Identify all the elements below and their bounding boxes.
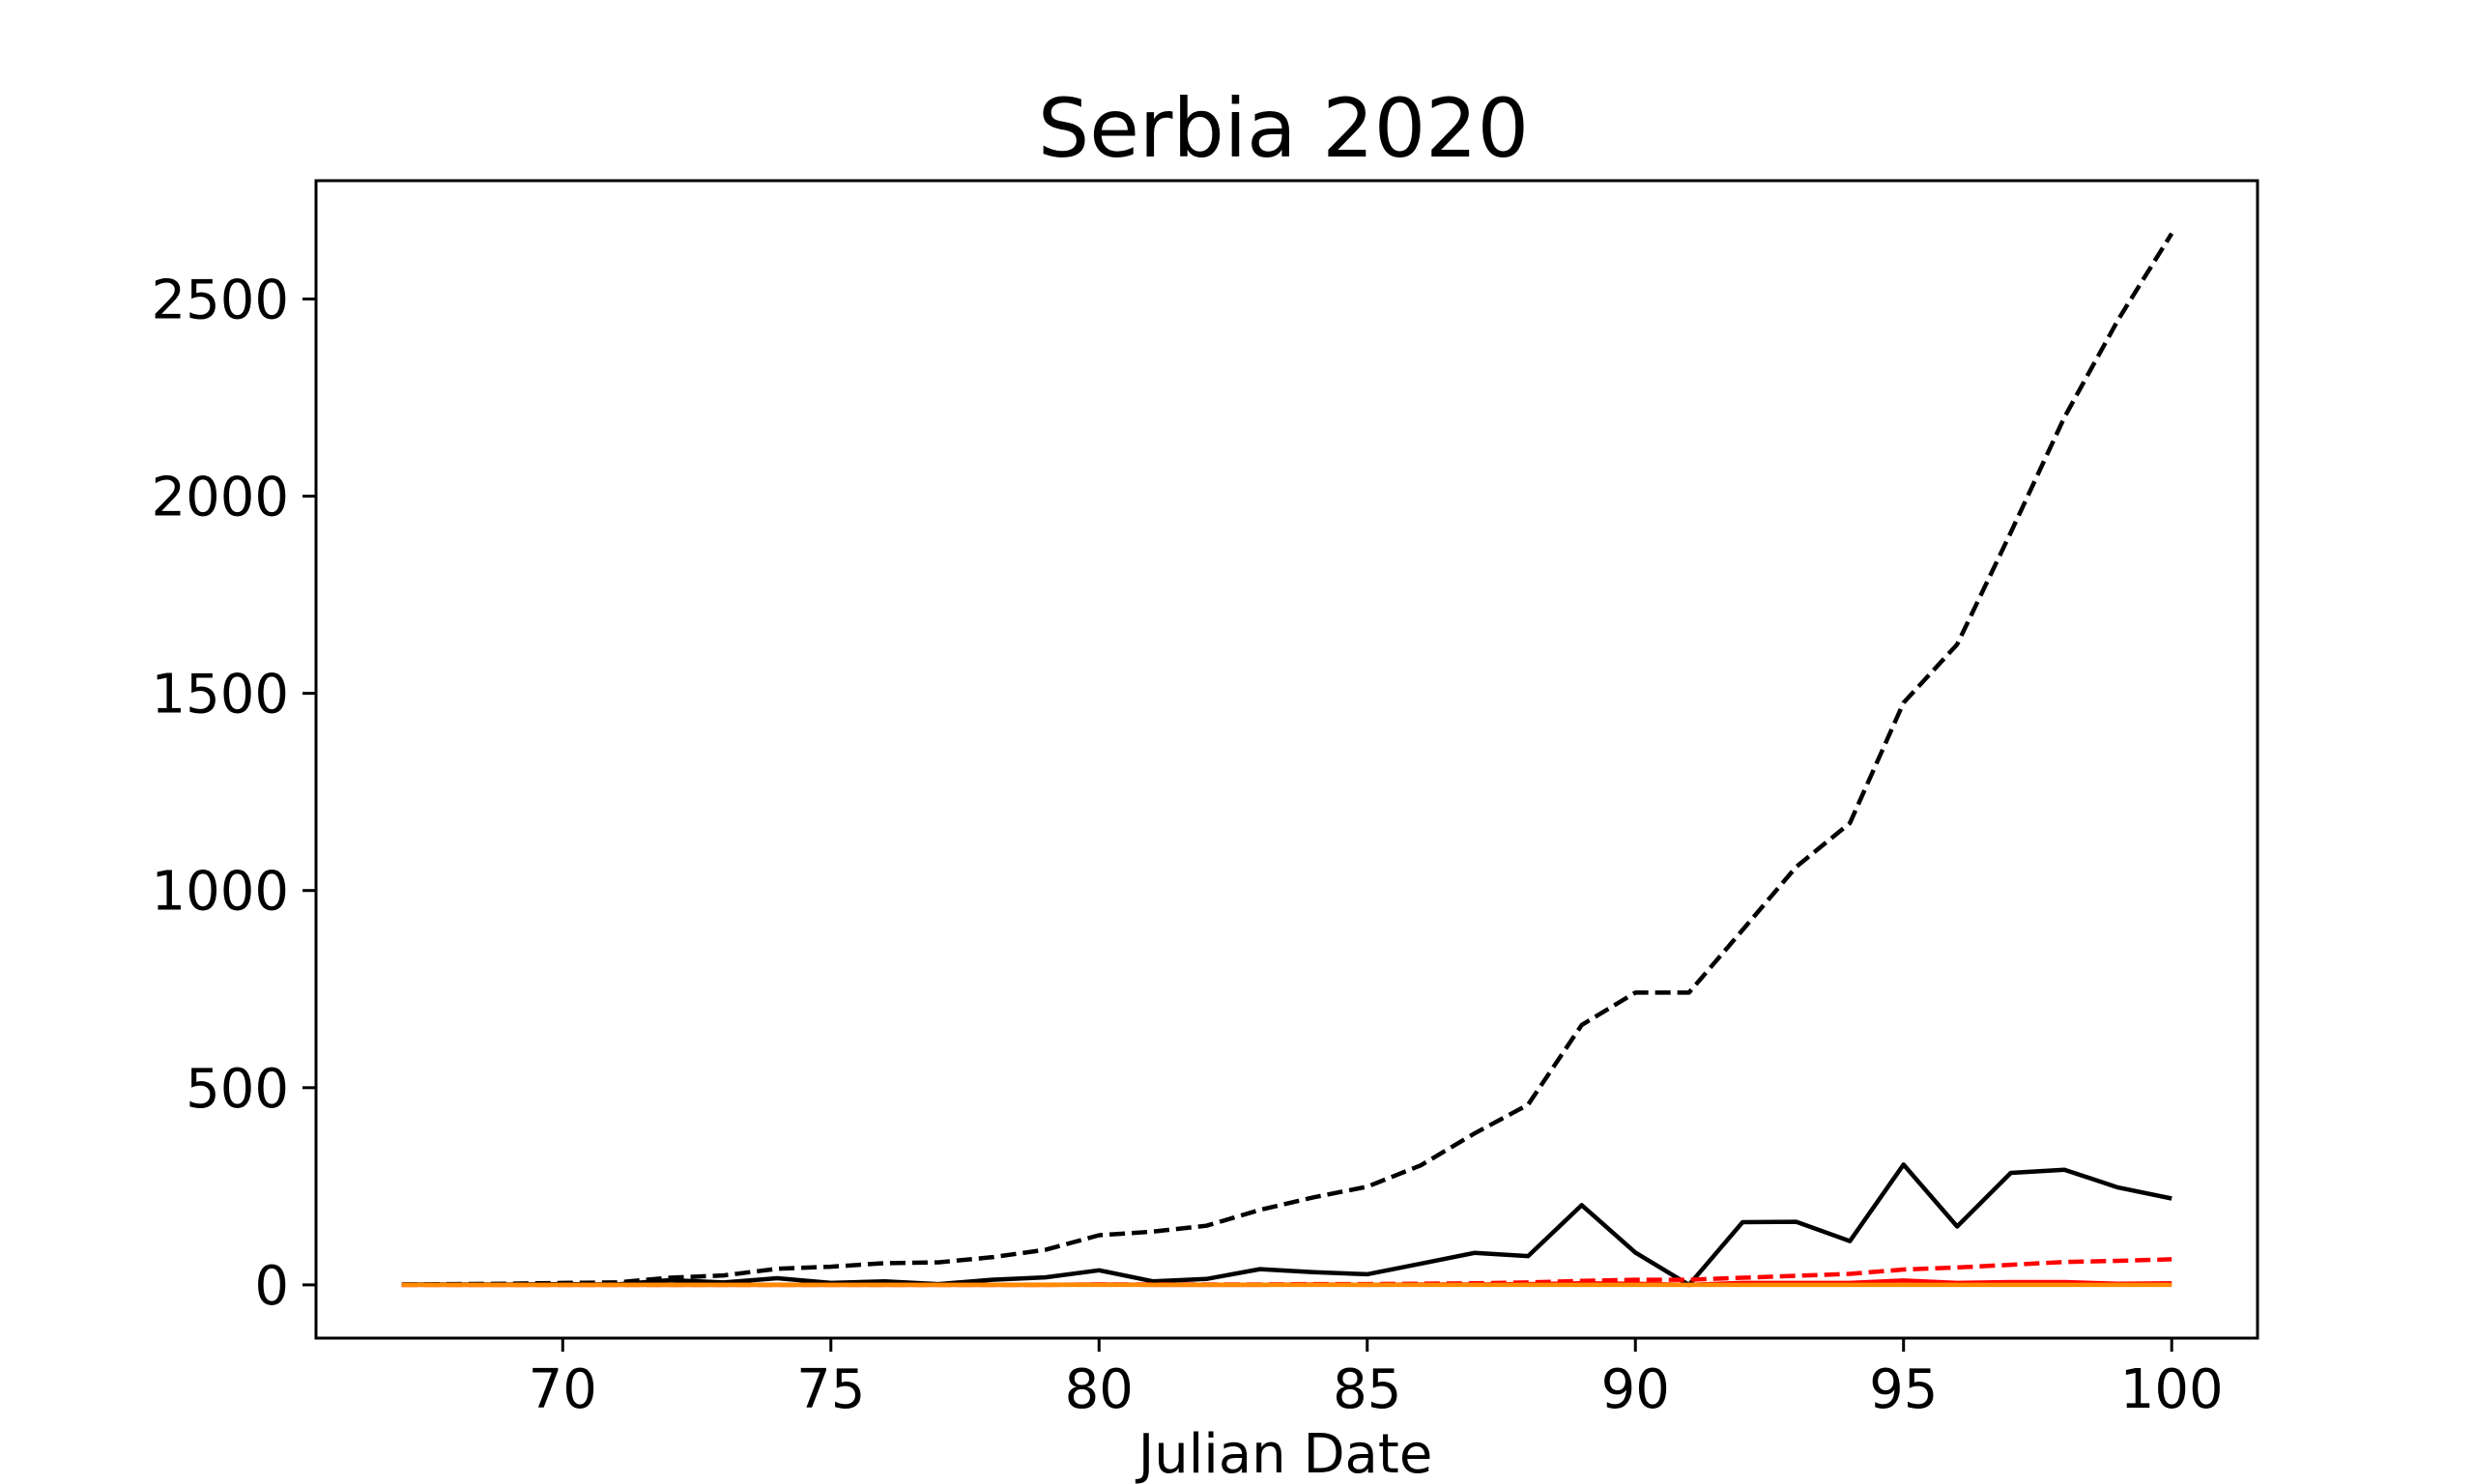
y-tick-label: 500 (186, 1058, 289, 1121)
series-line-1 (401, 232, 2174, 1287)
y-tick-label: 1000 (151, 861, 289, 924)
x-tick-label: 80 (1065, 1358, 1134, 1421)
x-tick-label: 95 (1869, 1358, 1938, 1421)
y-tick-label: 0 (254, 1255, 289, 1318)
y-tick-label: 2500 (151, 269, 289, 331)
chart-title: Serbia 2020 (1038, 81, 1529, 176)
x-tick-label: 100 (2120, 1358, 2224, 1421)
series-layer (401, 232, 2174, 1288)
plot-frame (314, 179, 2259, 1340)
x-tick-label: 90 (1601, 1358, 1670, 1421)
x-tick-label: 70 (529, 1358, 597, 1421)
y-tick-label: 1500 (151, 664, 289, 727)
y-tick-label: 2000 (151, 467, 289, 529)
x-axis: 70 75 80 85 90 95 100 (529, 1338, 2224, 1421)
series-line-2 (401, 1162, 2172, 1288)
x-axis-label: Julian Date (1136, 1423, 1433, 1484)
x-tick-label: 85 (1333, 1358, 1401, 1421)
y-axis: 0 500 1000 1500 2000 2500 (151, 269, 316, 1318)
x-tick-label: 75 (796, 1358, 865, 1421)
